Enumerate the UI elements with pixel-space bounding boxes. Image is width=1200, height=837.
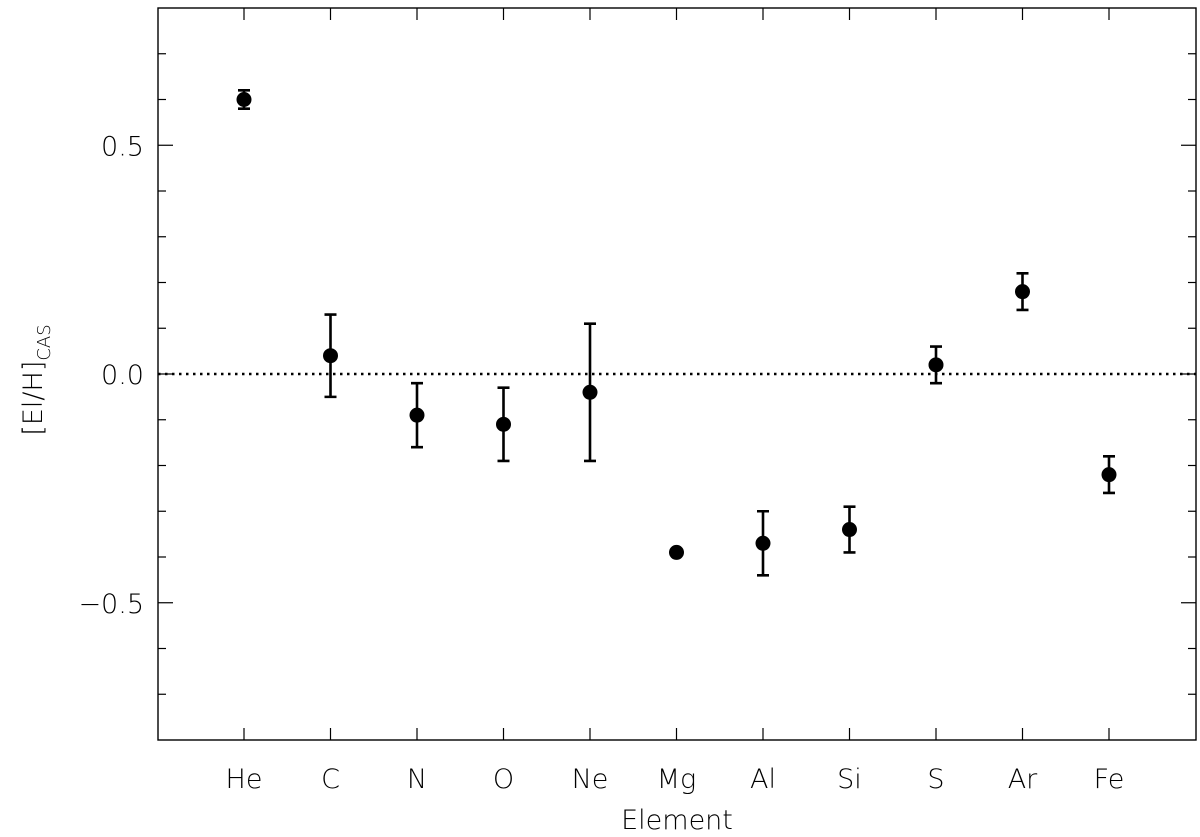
x-tick-label: N: [407, 764, 427, 795]
x-tick-label: Si: [837, 764, 862, 795]
x-tick-label: He: [226, 764, 263, 795]
x-tick-label: S: [927, 764, 944, 795]
x-tick-label: Ne: [572, 764, 609, 795]
x-tick-label: Al: [750, 764, 776, 795]
y-tick-label: −0.5: [78, 589, 144, 620]
data-point-he: [236, 92, 252, 107]
data-points: [236, 92, 1117, 560]
axis-ticks: [158, 8, 1196, 740]
x-tick-label: Ar: [1008, 764, 1038, 795]
x-tick-label: Fe: [1094, 764, 1125, 795]
y-axis-title-subscript: CAS: [34, 324, 55, 360]
x-tick-label: C: [321, 764, 340, 795]
data-point-si: [842, 522, 857, 538]
y-axis-title: [El/H]CAS: [18, 324, 55, 435]
y-tick-label: 0.0: [101, 360, 144, 391]
y-axis-title-main: [El/H]: [18, 361, 49, 436]
error-bars: [238, 89, 1115, 577]
data-point-n: [409, 407, 425, 423]
data-point-s: [928, 357, 944, 373]
tick-labels: 0.5 0.0 −0.5 He C N O Ne Mg Al Si S Ar Fe: [78, 131, 1124, 795]
data-point-ne: [582, 384, 598, 400]
x-tick-label: O: [493, 764, 514, 795]
data-point-o: [496, 416, 511, 432]
data-point-mg: [669, 544, 684, 560]
x-axis-title: Element: [621, 805, 733, 836]
data-point-ar: [1015, 284, 1030, 300]
data-point-al: [755, 535, 771, 551]
y-tick-label: 0.5: [101, 131, 144, 162]
data-point-c: [323, 348, 338, 364]
data-point-fe: [1101, 467, 1117, 483]
x-tick-label: Mg: [657, 764, 697, 795]
